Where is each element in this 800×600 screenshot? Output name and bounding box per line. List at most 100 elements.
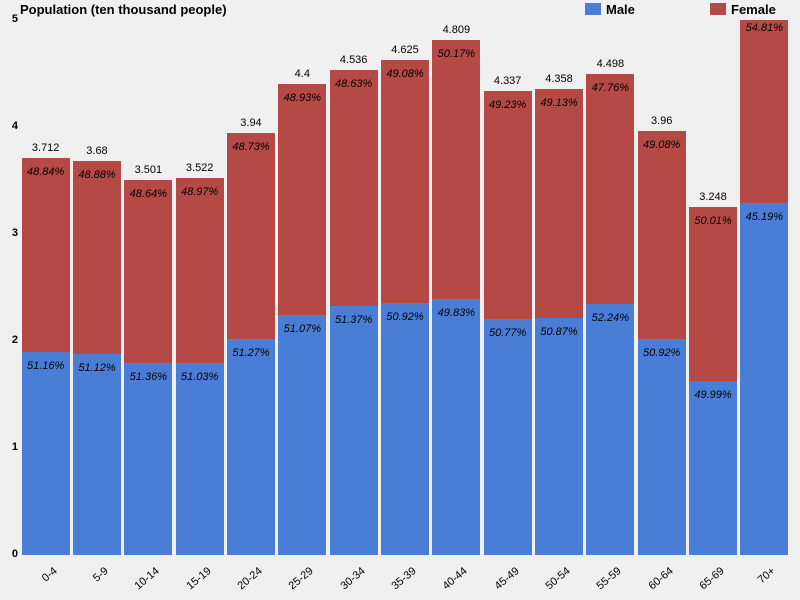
x-tick-6: 30-34 — [338, 565, 367, 592]
bar-male-pct-12: 50.92% — [635, 347, 689, 359]
x-tick-1: 5-9 — [91, 565, 111, 584]
bar-female-pct-6: 48.63% — [327, 78, 381, 90]
bar-total-4: 3.94 — [223, 117, 279, 129]
bar-male-pct-9: 50.77% — [481, 327, 535, 339]
legend-label-female: Female — [731, 2, 800, 17]
x-tick-8: 40-44 — [441, 565, 470, 592]
bar-female-pct-7: 49.08% — [378, 68, 432, 80]
bar-female-2 — [124, 180, 172, 362]
bar-female-1 — [73, 161, 121, 353]
bar-male-1 — [73, 354, 121, 555]
bar-female-pct-2: 48.64% — [121, 188, 175, 200]
bar-female-3 — [176, 178, 224, 363]
bar-female-4 — [227, 133, 275, 338]
x-tick-7: 35-39 — [389, 565, 418, 592]
y-tick-2: 2 — [4, 334, 18, 346]
bar-male-5 — [278, 315, 326, 555]
bar-male-0 — [22, 352, 70, 555]
bar-male-7 — [381, 303, 429, 555]
bar-male-pct-14: 45.19% — [737, 211, 791, 223]
bar-female-13 — [689, 207, 737, 381]
legend-swatch-male — [585, 3, 601, 15]
bar-total-9: 4.337 — [480, 75, 536, 87]
bar-male-3 — [176, 363, 224, 555]
bar-total-6: 4.536 — [326, 54, 382, 66]
bar-male-pct-11: 52.24% — [583, 312, 637, 324]
bar-male-pct-8: 49.83% — [429, 307, 483, 319]
bar-female-5 — [278, 84, 326, 314]
bar-female-pct-3: 48.97% — [173, 186, 227, 198]
bar-female-12 — [638, 131, 686, 339]
bar-total-5: 4.4 — [274, 68, 330, 80]
bar-total-7: 4.625 — [377, 44, 433, 56]
bar-total-2: 3.501 — [120, 164, 176, 176]
bar-total-3: 3.522 — [172, 162, 228, 174]
bar-female-8 — [432, 40, 480, 298]
bar-male-4 — [227, 339, 275, 555]
x-tick-13: 65-69 — [697, 565, 726, 592]
y-tick-4: 4 — [4, 120, 18, 132]
bar-male-10 — [535, 318, 583, 555]
bar-total-1: 3.68 — [69, 145, 125, 157]
bar-male-pct-7: 50.92% — [378, 311, 432, 323]
bar-male-11 — [586, 304, 634, 555]
bar-total-8: 4.809 — [428, 24, 484, 36]
bar-male-6 — [330, 306, 378, 555]
x-tick-0: 0-4 — [39, 565, 59, 584]
bar-male-pct-13: 49.99% — [686, 389, 740, 401]
bar-female-6 — [330, 70, 378, 306]
bar-female-pct-5: 48.93% — [275, 92, 329, 104]
x-tick-14: 70+ — [756, 565, 778, 586]
bar-female-9 — [484, 91, 532, 319]
legend-label-male: Male — [606, 2, 635, 17]
bar-female-7 — [381, 60, 429, 303]
bar-male-pct-1: 51.12% — [70, 362, 124, 374]
bar-female-10 — [535, 89, 583, 318]
bar-total-10: 4.358 — [531, 73, 587, 85]
bar-male-pct-3: 51.03% — [173, 371, 227, 383]
bar-male-pct-2: 51.36% — [121, 371, 175, 383]
y-axis-title: Population (ten thousand people) — [20, 2, 227, 17]
bar-male-pct-5: 51.07% — [275, 323, 329, 335]
bar-female-pct-10: 49.13% — [532, 97, 586, 109]
bar-female-pct-0: 48.84% — [19, 166, 73, 178]
x-tick-3: 15-19 — [184, 565, 213, 592]
legend-swatch-female — [710, 3, 726, 15]
bar-male-pct-10: 50.87% — [532, 326, 586, 338]
bar-female-pct-1: 48.88% — [70, 169, 124, 181]
bar-female-pct-13: 50.01% — [686, 215, 740, 227]
bar-male-pct-6: 51.37% — [327, 314, 381, 326]
x-tick-9: 45-49 — [492, 565, 521, 592]
bar-male-2 — [124, 363, 172, 555]
x-tick-2: 10-14 — [133, 565, 162, 592]
bar-male-8 — [432, 299, 480, 555]
y-tick-0: 0 — [4, 548, 18, 560]
bar-total-12: 3.96 — [634, 115, 690, 127]
bar-male-13 — [689, 381, 737, 555]
bar-male-9 — [484, 319, 532, 555]
bar-male-14 — [740, 203, 788, 555]
bar-male-12 — [638, 339, 686, 555]
x-tick-4: 20-24 — [235, 565, 264, 592]
bar-female-pct-9: 49.23% — [481, 99, 535, 111]
bar-total-13: 3.248 — [685, 191, 741, 203]
bar-female-pct-4: 48.73% — [224, 141, 278, 153]
x-tick-5: 25-29 — [287, 565, 316, 592]
bar-female-14 — [740, 20, 788, 203]
x-tick-12: 60-64 — [646, 565, 675, 592]
bar-male-pct-0: 51.16% — [19, 360, 73, 372]
y-tick-3: 3 — [4, 227, 18, 239]
bar-female-pct-8: 50.17% — [429, 48, 483, 60]
bar-female-pct-14: 54.81% — [737, 22, 791, 34]
bar-total-0: 3.712 — [18, 142, 74, 154]
x-tick-11: 55-59 — [595, 565, 624, 592]
bar-male-pct-4: 51.27% — [224, 347, 278, 359]
bar-female-11 — [586, 74, 634, 304]
bar-female-pct-11: 47.76% — [583, 82, 637, 94]
bar-female-pct-12: 49.08% — [635, 139, 689, 151]
y-tick-5: 5 — [4, 13, 18, 25]
y-tick-1: 1 — [4, 441, 18, 453]
x-tick-10: 50-54 — [543, 565, 572, 592]
bar-total-11: 4.498 — [582, 58, 638, 70]
bar-female-0 — [22, 158, 70, 352]
